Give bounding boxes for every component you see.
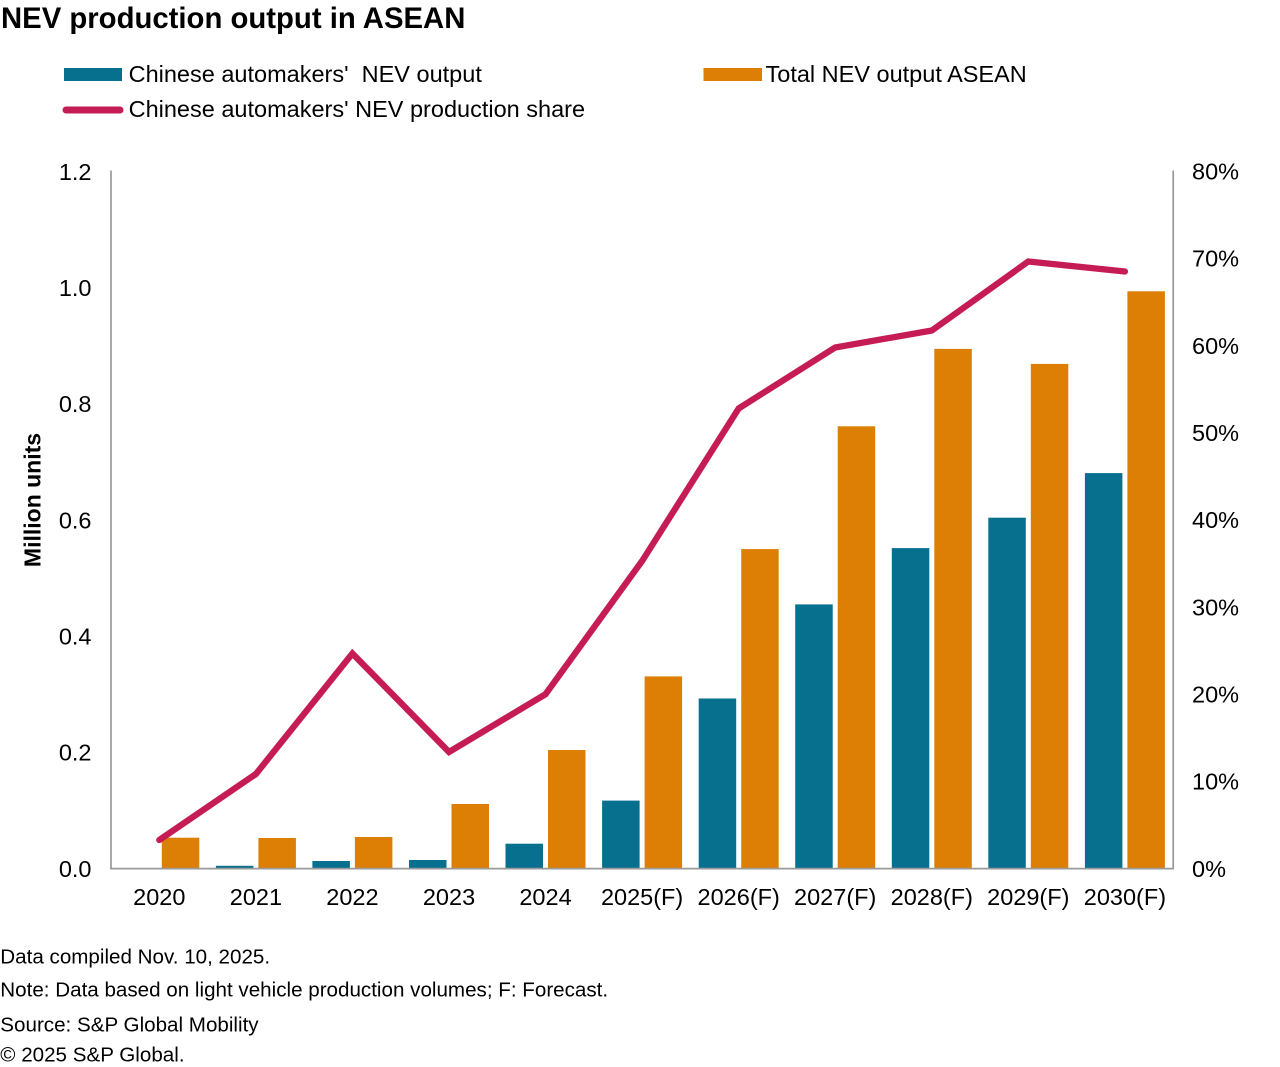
svg-text:1.2: 1.2 [59,159,92,185]
svg-text:2023: 2023 [423,884,475,910]
svg-text:2022: 2022 [326,884,378,910]
svg-text:40%: 40% [1192,507,1239,533]
svg-text:Chinese automakers' NEV produc: Chinese automakers' NEV production share [129,96,585,122]
svg-text:2028(F): 2028(F) [891,884,973,910]
svg-text:50%: 50% [1192,420,1239,446]
svg-text:0%: 0% [1192,856,1226,882]
svg-text:2024: 2024 [519,884,571,910]
svg-text:0.4: 0.4 [59,624,92,650]
svg-text:2021: 2021 [230,884,282,910]
svg-text:2025(F): 2025(F) [601,884,683,910]
svg-text:Chinese automakers' NEV outpu: Chinese automakers' NEV output [129,61,483,87]
svg-text:20%: 20% [1192,682,1239,708]
svg-text:80%: 80% [1192,159,1239,185]
svg-text:0.0: 0.0 [59,856,92,882]
svg-text:0.2: 0.2 [59,740,92,766]
svg-text:2030(F): 2030(F) [1084,884,1166,910]
svg-text:2029(F): 2029(F) [987,884,1069,910]
svg-text:60%: 60% [1192,333,1239,359]
svg-text:Data compiled Nov. 10, 2025.: Data compiled Nov. 10, 2025. [0,946,270,969]
svg-text:2027(F): 2027(F) [794,884,876,910]
svg-text:30%: 30% [1192,594,1239,620]
svg-text:2020: 2020 [133,884,185,910]
svg-text:Total NEV output ASEAN: Total NEV output ASEAN [766,61,1027,87]
svg-text:Million units: Million units [20,433,46,567]
svg-text:0.8: 0.8 [59,391,92,417]
svg-text:© 2025 S&P Global.: © 2025 S&P Global. [0,1044,184,1067]
svg-text:70%: 70% [1192,246,1239,272]
svg-text:NEV production output in ASEAN: NEV production output in ASEAN [1,2,465,35]
svg-text:1.0: 1.0 [59,275,92,301]
svg-text:10%: 10% [1192,769,1239,795]
svg-text:Note: Data based on light vehi: Note: Data based on light vehicle produc… [0,979,608,1002]
svg-text:2026(F): 2026(F) [698,884,780,910]
svg-text:0.6: 0.6 [59,507,92,533]
svg-text:Source: S&P Global Mobility: Source: S&P Global Mobility [0,1014,259,1037]
